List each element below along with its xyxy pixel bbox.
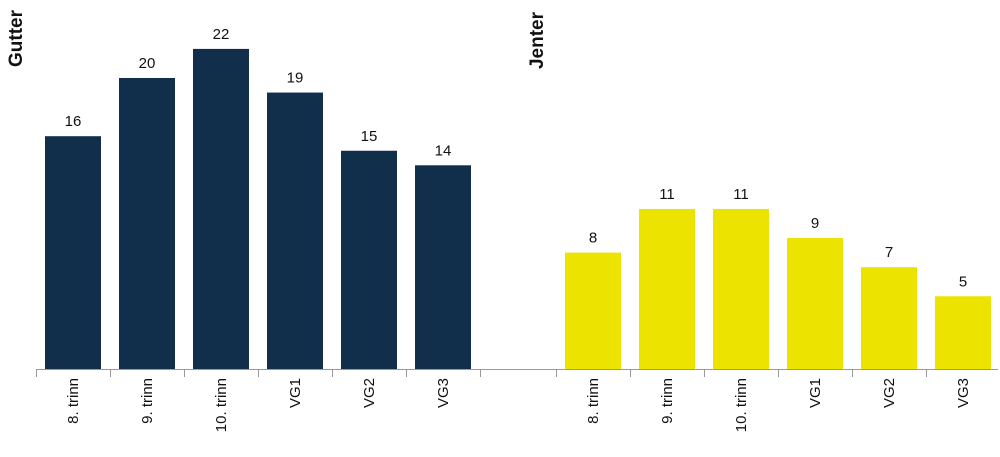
bar: [119, 78, 175, 369]
bar: [193, 48, 249, 370]
x-tick-label: VG1: [807, 378, 824, 408]
x-tick-label: VG3: [955, 378, 972, 408]
bar: [415, 165, 471, 369]
x-tick-label: 10. trinn: [733, 378, 750, 432]
bar: [267, 92, 323, 370]
value-label: 20: [139, 55, 156, 72]
value-label: 22: [213, 26, 230, 43]
x-tick-label: 9. trinn: [139, 378, 156, 424]
value-label: 9: [811, 215, 819, 232]
value-label: 7: [885, 244, 893, 261]
value-label: 14: [435, 142, 452, 159]
x-tick-label: VG2: [881, 378, 898, 408]
bar: [861, 267, 917, 369]
bar: [787, 238, 843, 369]
value-label: 16: [65, 113, 82, 130]
value-label: 11: [733, 186, 749, 203]
bar: [639, 208, 695, 369]
chart-title: Jenter: [527, 11, 548, 69]
value-label: 8: [589, 230, 597, 247]
value-label: 19: [287, 70, 304, 87]
bar: [713, 208, 769, 369]
value-label: 5: [959, 273, 967, 290]
x-tick-label: 8. trinn: [585, 378, 602, 424]
chart-title: Gutter: [6, 9, 27, 67]
bar: [45, 136, 101, 369]
x-tick-label: VG3: [435, 378, 452, 408]
x-tick-label: 8. trinn: [65, 378, 82, 424]
bar: [341, 150, 397, 369]
x-tick-label: VG2: [361, 378, 378, 408]
value-label: 15: [361, 128, 378, 145]
bar: [565, 252, 621, 369]
x-tick-label: 9. trinn: [659, 378, 676, 424]
value-label: 11: [659, 186, 675, 203]
bar: [935, 296, 991, 369]
x-tick-label: VG1: [287, 378, 304, 408]
x-tick-label: 10. trinn: [213, 378, 230, 432]
